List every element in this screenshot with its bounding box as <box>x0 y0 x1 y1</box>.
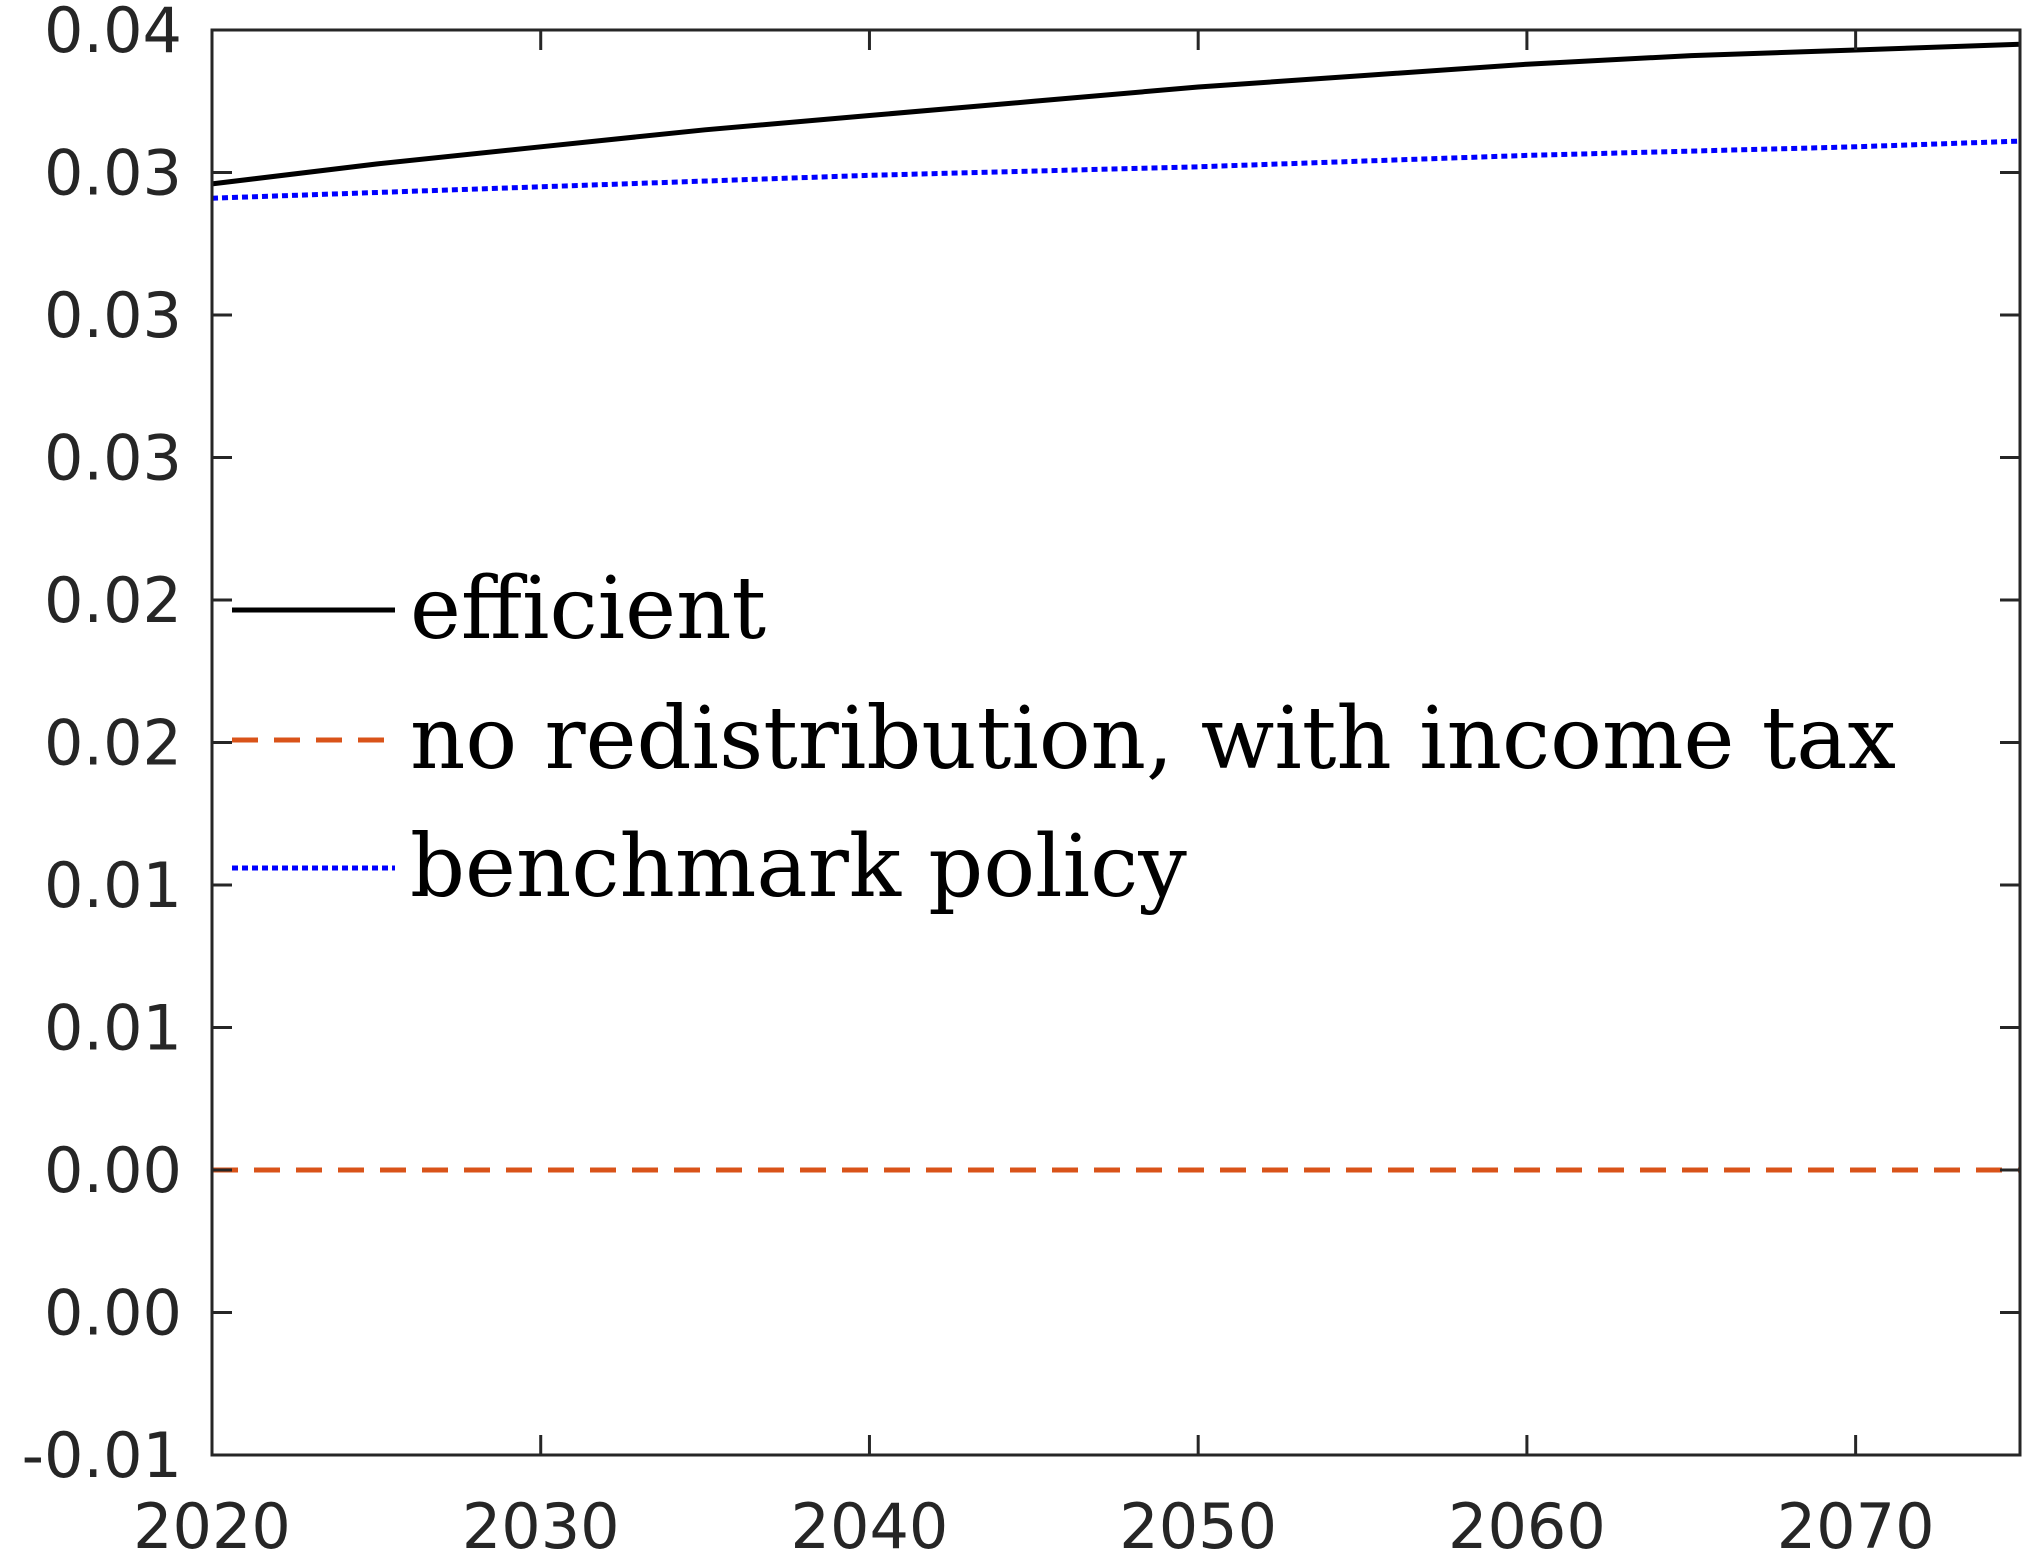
y-axis-tick-labels: -0.01 0.00 0.00 0.01 0.01 0.02 0.02 0.03 0.03 0.0… <box>22 0 182 1492</box>
y-tick-label: 0.02 <box>44 564 182 637</box>
x-tick-label: 2050 <box>1119 1490 1277 1554</box>
y-tick-label: 0.03 <box>44 279 182 352</box>
x-tick-label: 2070 <box>1777 1490 1935 1554</box>
legend-label: efficient <box>410 559 766 659</box>
series-lines <box>211 41 2021 1173</box>
y-tick-label: 0.03 <box>44 137 182 210</box>
y-tick-label: 0.03 <box>44 422 182 495</box>
legend-label: no redistribution, with income tax <box>410 689 1896 789</box>
x-axis-tick-labels: 2020 2030 2040 2050 2060 2070 <box>133 1490 1934 1554</box>
y-tick-label: 0.01 <box>44 992 182 1065</box>
y-tick-label: 0.04 <box>44 0 182 67</box>
x-tick-label: 2040 <box>791 1490 949 1554</box>
legend: efficient no redistribution, with income … <box>232 559 1896 917</box>
y-tick-label: -0.01 <box>22 1419 182 1492</box>
series-line-0 <box>211 41 2021 187</box>
y-tick-label: 0.00 <box>44 1134 182 1207</box>
y-tick-label: 0.00 <box>44 1277 182 1350</box>
x-tick-label: 2020 <box>133 1490 291 1554</box>
y-tick-label: 0.01 <box>44 849 182 922</box>
series-line-2 <box>211 138 2021 201</box>
y-tick-label: 0.02 <box>44 707 182 780</box>
x-tick-label: 2030 <box>462 1490 620 1554</box>
legend-label: benchmark policy <box>410 817 1187 917</box>
axis-ticks <box>210 28 2020 1457</box>
x-tick-label: 2060 <box>1448 1490 1606 1554</box>
